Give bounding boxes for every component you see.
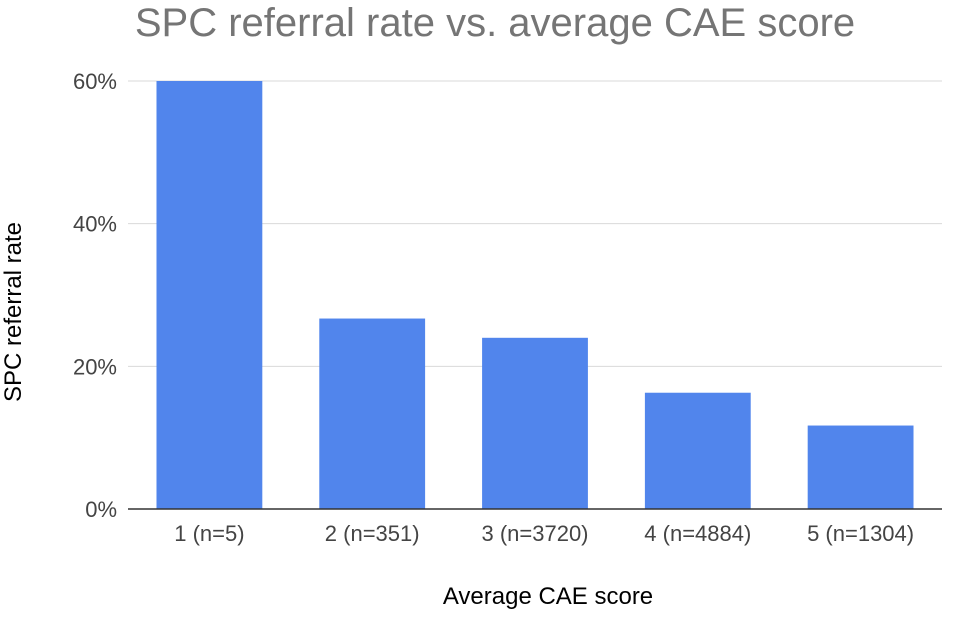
x-tick-label: 2 (n=351)	[325, 521, 420, 546]
bar	[156, 81, 263, 509]
chart-title: SPC referral rate vs. average CAE score	[135, 1, 855, 45]
bars	[156, 81, 914, 509]
y-tick-label: 40%	[73, 212, 117, 237]
x-tick-label: 4 (n=4884)	[644, 521, 751, 546]
y-tick-label: 20%	[73, 354, 117, 379]
bar	[482, 337, 588, 509]
bar	[644, 392, 751, 509]
x-tick-labels: 1 (n=5) 2 (n=351) 3 (n=3720) 4 (n=4884) 5 (n…	[174, 521, 914, 546]
x-tick-label: 3 (n=3720)	[481, 521, 588, 546]
y-tick-labels: 0% 20% 40% 60%	[73, 69, 117, 522]
bar	[319, 318, 426, 509]
x-axis-label: Average CAE score	[443, 583, 653, 610]
bar	[807, 425, 914, 509]
x-tick-label: 1 (n=5)	[174, 521, 244, 546]
y-tick-label: 0%	[85, 497, 117, 522]
y-axis-label: SPC referral rate	[0, 222, 27, 402]
x-tick-label: 5 (n=1304)	[807, 521, 914, 546]
y-tick-label: 60%	[73, 69, 117, 94]
